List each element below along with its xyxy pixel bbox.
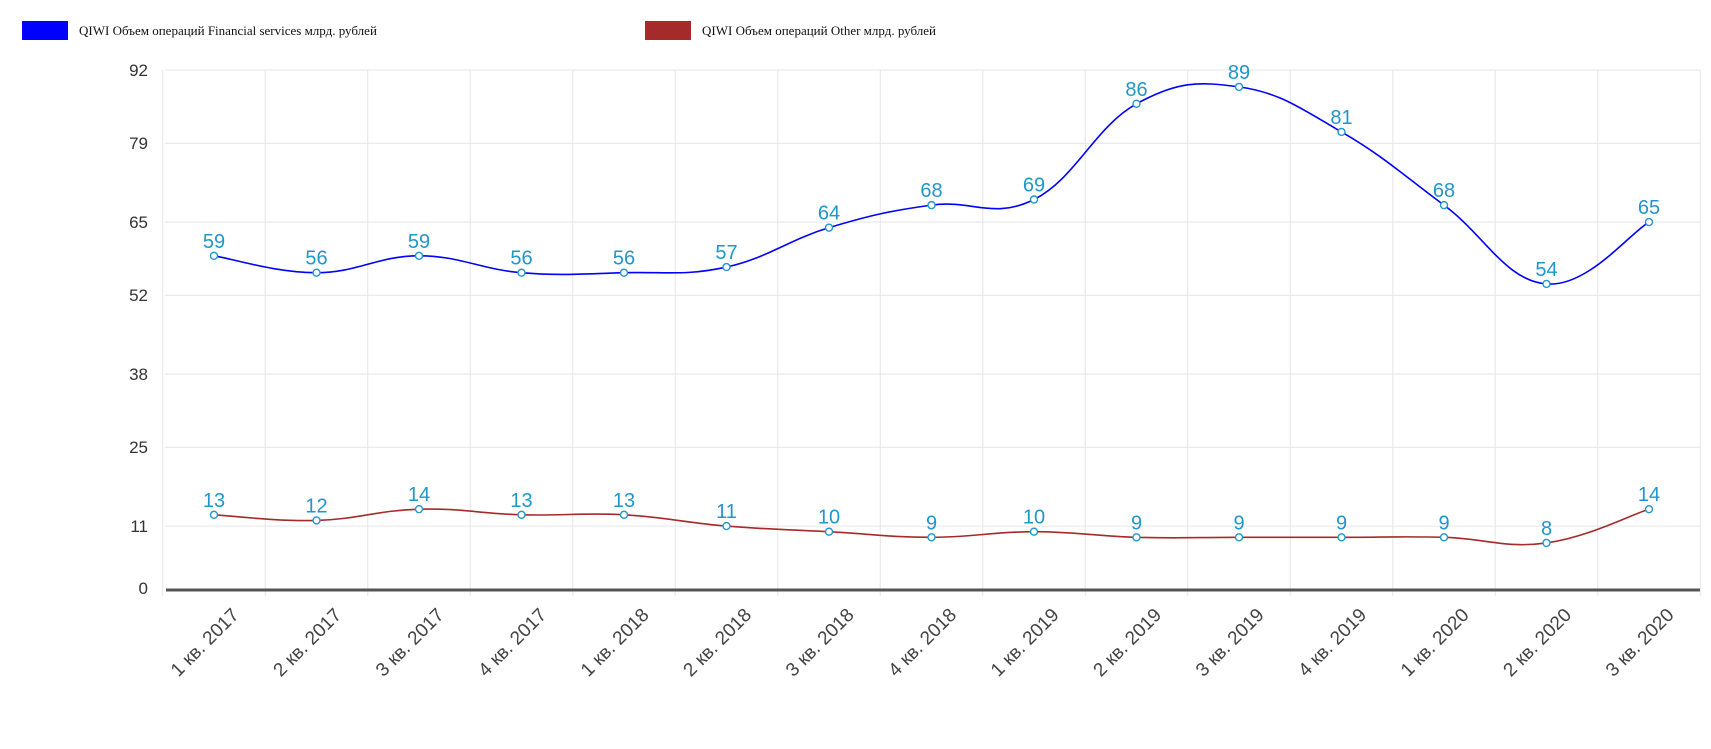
data-label: 12 xyxy=(305,495,327,517)
data-label: 68 xyxy=(1433,180,1455,202)
x-tick-label: 2 кв. 2018 xyxy=(680,605,756,681)
data-label: 9 xyxy=(1131,512,1142,534)
x-tick-label: 2 кв. 2019 xyxy=(1090,605,1166,681)
axes: 0 11 25 38 52 65 79 92 1 кв. 2017 2 кв. 2017 3 кв.… xyxy=(129,61,1700,681)
x-tick-label: 1 кв. 2018 xyxy=(577,605,653,681)
data-point xyxy=(517,268,526,277)
legend-label-1: QIWI Объем операций Financial services м… xyxy=(79,23,377,38)
data-point xyxy=(1029,195,1039,204)
data-point xyxy=(1644,217,1654,227)
data-point xyxy=(1029,527,1039,536)
data-label: 54 xyxy=(1535,259,1557,281)
data-point xyxy=(824,223,834,232)
x-tick-label: 2 кв. 2017 xyxy=(270,605,346,681)
data-label: 89 xyxy=(1228,62,1250,84)
data-point xyxy=(927,200,936,210)
data-label: 69 xyxy=(1023,175,1045,197)
x-tick-label: 3 кв. 2020 xyxy=(1602,605,1678,681)
data-label: 9 xyxy=(1233,512,1244,534)
data-point xyxy=(209,510,219,520)
data-point xyxy=(722,521,731,531)
y-tick-label: 0 xyxy=(139,579,148,598)
data-point xyxy=(1542,279,1551,289)
data-label: 86 xyxy=(1125,79,1147,101)
y-tick-label: 38 xyxy=(129,365,148,384)
series-layer xyxy=(209,82,1654,548)
data-label: 57 xyxy=(715,242,737,264)
data-label: 10 xyxy=(818,507,840,529)
data-point xyxy=(312,268,321,277)
data-label: 14 xyxy=(408,484,430,506)
data-point xyxy=(1644,504,1654,514)
data-point xyxy=(1234,82,1244,92)
data-label: 10 xyxy=(1023,507,1045,529)
data-label: 56 xyxy=(305,248,327,270)
data-point xyxy=(1337,127,1346,137)
y-tick-label: 25 xyxy=(129,438,148,457)
legend-label-2: QIWI Объем операций Other млрд. рублей xyxy=(702,23,936,38)
data-label: 9 xyxy=(926,512,937,534)
data-point xyxy=(927,533,936,542)
data-point xyxy=(517,510,526,520)
data-label: 8 xyxy=(1541,518,1552,540)
data-point xyxy=(1234,533,1244,542)
data-point xyxy=(722,262,731,272)
data-point xyxy=(1439,533,1449,542)
x-tick-label: 2 кв. 2020 xyxy=(1500,605,1576,681)
x-tick-label: 3 кв. 2017 xyxy=(372,605,448,681)
data-point xyxy=(1439,200,1449,210)
x-tick-label: 4 кв. 2018 xyxy=(885,605,961,681)
data-label: 14 xyxy=(1638,484,1660,506)
grid xyxy=(162,69,1701,596)
data-label: 65 xyxy=(1638,197,1660,219)
data-label: 56 xyxy=(613,248,635,270)
data-label: 11 xyxy=(716,501,737,523)
data-label: 13 xyxy=(203,490,225,512)
y-tick-label: 92 xyxy=(129,61,148,80)
y-tick-label: 65 xyxy=(129,213,148,232)
data-point xyxy=(619,268,629,277)
y-tick-label: 52 xyxy=(129,286,148,305)
data-point xyxy=(1132,99,1141,108)
legend-swatch-1 xyxy=(22,21,68,40)
x-tick-label: 4 кв. 2017 xyxy=(475,605,551,681)
x-tick-label: 1 кв. 2017 xyxy=(167,605,243,681)
x-tick-label: 3 кв. 2018 xyxy=(782,605,858,681)
data-label: 64 xyxy=(818,203,840,225)
data-point xyxy=(414,251,424,261)
data-label: 13 xyxy=(613,490,635,512)
x-tick-label: 1 кв. 2020 xyxy=(1397,605,1473,681)
x-tick-label: 1 кв. 2019 xyxy=(987,605,1063,681)
data-label: 56 xyxy=(510,248,532,270)
y-tick-label: 79 xyxy=(129,134,148,153)
data-point xyxy=(1132,533,1141,542)
legend-swatch-2 xyxy=(645,21,691,40)
data-label: 13 xyxy=(510,490,532,512)
data-point xyxy=(312,516,321,525)
y-tick-label: 11 xyxy=(130,517,148,536)
data-point xyxy=(1337,533,1346,542)
data-label: 59 xyxy=(203,231,225,253)
data-point xyxy=(1542,538,1551,548)
data-label: 9 xyxy=(1336,512,1347,534)
data-point xyxy=(209,251,219,261)
data-label: 59 xyxy=(408,231,430,253)
x-tick-label: 4 кв. 2019 xyxy=(1295,605,1371,681)
data-label: 68 xyxy=(920,180,942,202)
series-line-1 xyxy=(213,82,1650,285)
data-point xyxy=(824,527,834,536)
legend: QIWI Объем операций Financial services м… xyxy=(22,21,936,40)
data-point xyxy=(414,504,424,514)
data-label: 81 xyxy=(1330,107,1352,129)
data-label: 9 xyxy=(1438,512,1449,534)
data-point xyxy=(619,510,629,520)
x-tick-label: 3 кв. 2019 xyxy=(1192,605,1268,681)
